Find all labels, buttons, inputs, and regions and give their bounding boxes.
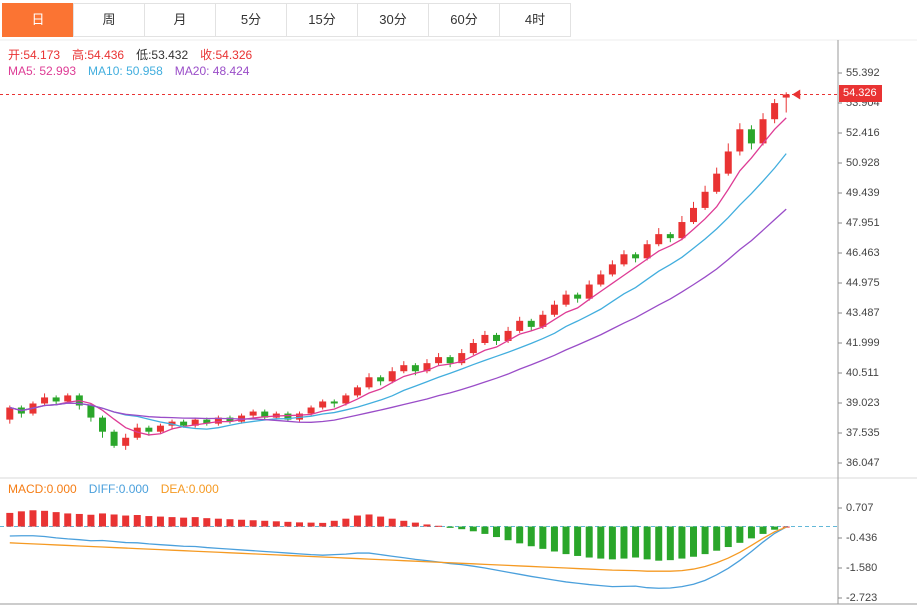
price-axis-label: 55.392 bbox=[846, 67, 880, 79]
tab-month[interactable]: 月 bbox=[144, 3, 216, 37]
price-axis-label: 44.975 bbox=[846, 277, 880, 289]
axis-ticks bbox=[838, 72, 842, 599]
price-axis-label: 50.928 bbox=[846, 157, 880, 169]
tab-15min[interactable]: 15分 bbox=[286, 3, 358, 37]
macd-legend: MACD:0.000 DIFF:0.000 DEA:0.000 bbox=[8, 482, 231, 496]
diff-line bbox=[9, 526, 787, 589]
dea-value: DEA:0.000 bbox=[160, 482, 219, 496]
ma-legend: MA5: 52.993 MA10: 50.958 MA20: 48.424 bbox=[8, 64, 261, 78]
price-axis-label: 49.439 bbox=[846, 187, 880, 199]
interval-tabbar: 日周月 5分 15分 30分 60分 4时 bbox=[2, 3, 571, 39]
tab-4hour[interactable]: 4时 bbox=[499, 3, 571, 37]
current-price-line bbox=[0, 89, 838, 100]
macd-axis-label: -2.723 bbox=[846, 592, 878, 604]
ma10-value: MA10: 50.958 bbox=[88, 64, 163, 78]
tab-30min[interactable]: 30分 bbox=[357, 3, 429, 37]
price-axis-label: 46.463 bbox=[846, 247, 880, 259]
price-axis-label: 37.535 bbox=[846, 427, 880, 439]
ohlc-open: 开:54.173 bbox=[8, 48, 61, 62]
ohlc-low: 低:53.432 bbox=[136, 48, 189, 62]
latest-price-marker bbox=[792, 89, 801, 100]
price-axis-label: 39.023 bbox=[846, 397, 880, 409]
macd-axis-label: -1.580 bbox=[846, 562, 878, 574]
price-axis-label: 43.487 bbox=[846, 307, 880, 319]
macd-axis-label: -0.436 bbox=[846, 532, 878, 544]
price-axis-label: 52.416 bbox=[846, 127, 880, 139]
tab-day[interactable]: 日 bbox=[2, 3, 74, 37]
ma10-line bbox=[9, 153, 787, 430]
ohlc-close: 收:54.326 bbox=[200, 48, 253, 62]
ma5-line bbox=[9, 117, 787, 436]
tab-week[interactable]: 周 bbox=[73, 3, 145, 37]
macd-axis-label: 0.707 bbox=[846, 502, 874, 514]
dea-line bbox=[9, 526, 787, 572]
price-axis-label: 36.047 bbox=[846, 457, 880, 469]
tab-60min[interactable]: 60分 bbox=[428, 3, 500, 37]
ma5-value: MA5: 52.993 bbox=[8, 64, 77, 78]
ma20-line bbox=[9, 208, 787, 423]
frame-lines bbox=[0, 39, 917, 605]
price-axis-label: 40.511 bbox=[846, 367, 879, 379]
ohlc-high: 高:54.436 bbox=[72, 48, 125, 62]
ohlc-legend: 开:54.173 高:54.436 低:53.432 收:54.326 bbox=[8, 46, 264, 63]
ma20-value: MA20: 48.424 bbox=[174, 64, 250, 78]
macd-value: MACD:0.000 bbox=[8, 482, 77, 496]
macd-histogram bbox=[6, 510, 790, 561]
tab-5min[interactable]: 5分 bbox=[215, 3, 287, 37]
current-price-tag: 54.326 bbox=[839, 85, 882, 103]
diff-value: DIFF:0.000 bbox=[88, 482, 149, 496]
price-axis-label: 41.999 bbox=[846, 337, 880, 349]
candles-layer bbox=[6, 92, 790, 450]
price-axis-label: 47.951 bbox=[846, 217, 880, 229]
